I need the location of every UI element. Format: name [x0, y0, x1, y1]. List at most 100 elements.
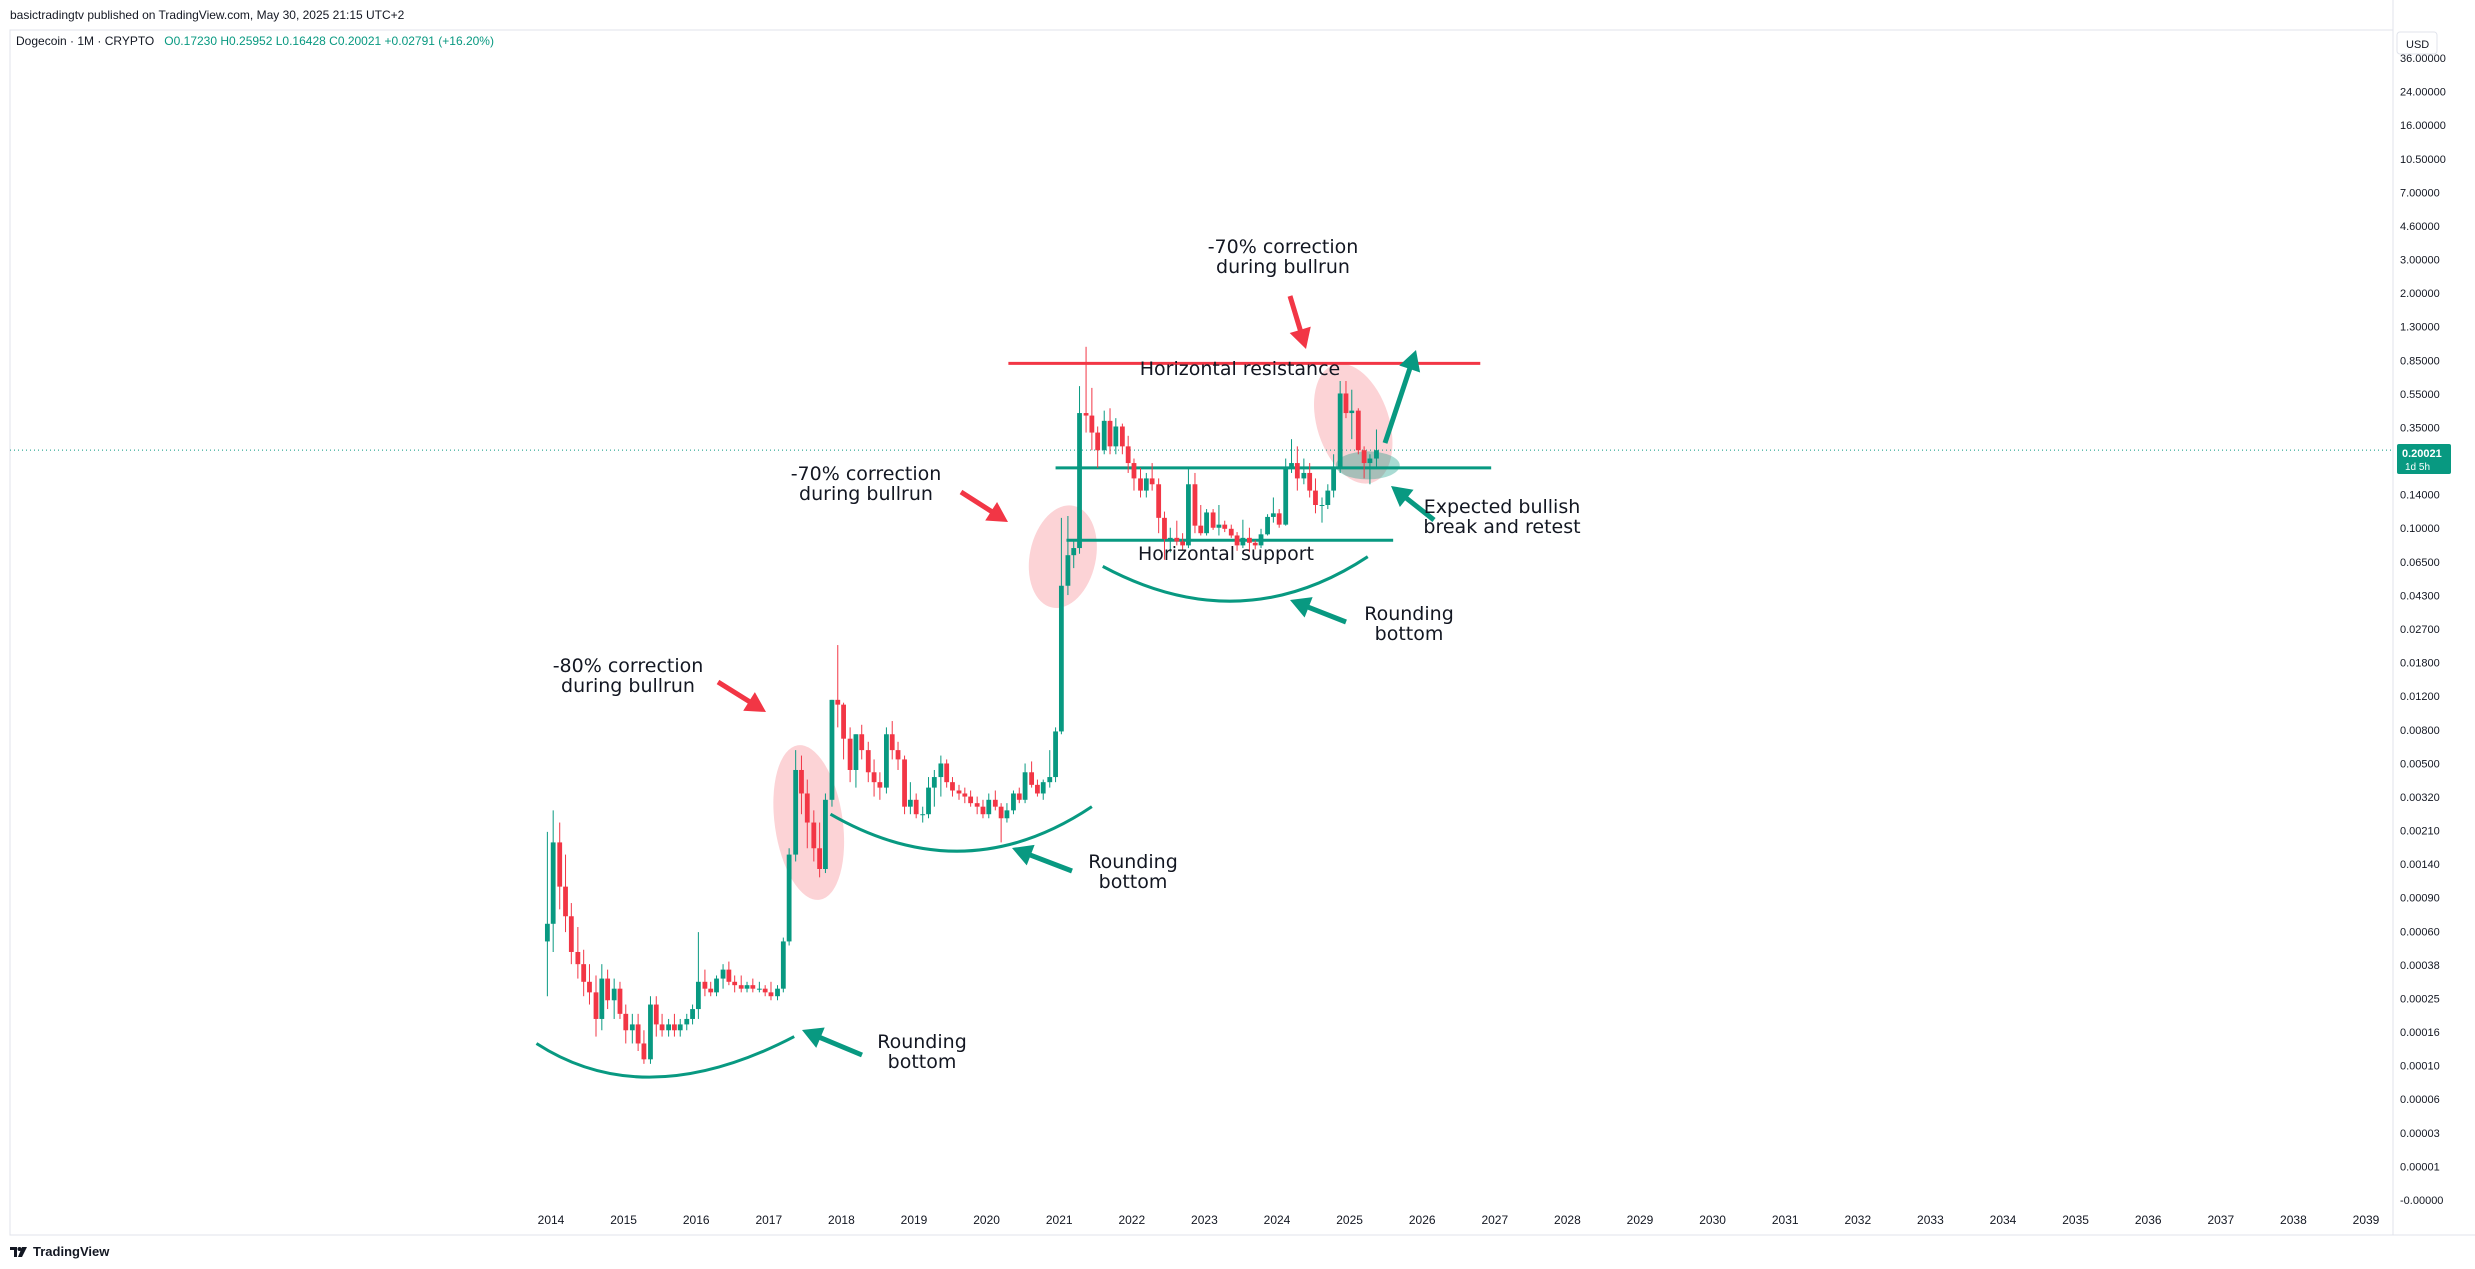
rounding-bottom-curve-2022[interactable]	[1102, 555, 1369, 603]
arrow-red-2017[interactable]	[716, 679, 766, 712]
arrow-red-2021[interactable]	[959, 489, 1008, 522]
candle	[1301, 458, 1307, 485]
time-tick-label: 2038	[2280, 1213, 2307, 1227]
time-tick-label: 2036	[2135, 1213, 2162, 1227]
candle-body	[544, 923, 550, 942]
candle	[884, 727, 889, 794]
candle	[611, 978, 617, 1019]
price-tick-label: 0.00500	[2400, 758, 2440, 770]
candle-body	[1011, 793, 1016, 811]
arrow-bullish-breakout[interactable]	[1382, 350, 1421, 444]
price-tick-label: 0.00140	[2400, 859, 2440, 871]
candle-body	[793, 769, 799, 855]
candle	[726, 961, 732, 986]
candle	[835, 645, 841, 728]
candle	[1247, 527, 1252, 553]
candle	[780, 937, 786, 993]
candle-body	[1307, 472, 1313, 491]
symbol-name[interactable]: Dogecoin · 1M · CRYPTO	[16, 34, 155, 48]
candle-body	[1083, 413, 1089, 416]
candle	[895, 741, 901, 770]
candle-body	[1361, 450, 1367, 464]
tradingview-footer[interactable]: TradingView	[10, 1244, 109, 1259]
correction-highlight-2025	[1313, 363, 1393, 484]
time-tick-label: 2016	[683, 1213, 710, 1227]
candle	[677, 1018, 683, 1037]
candle	[605, 969, 611, 1010]
price-tick-label: 0.00003	[2400, 1128, 2440, 1140]
price-tick-label: 0.00006	[2400, 1094, 2440, 1106]
candle	[1065, 516, 1071, 596]
currency-box[interactable]	[2396, 31, 2438, 55]
high-value: H0.25952	[220, 34, 273, 48]
price-tick-label: 0.55000	[2400, 389, 2440, 401]
candle-body	[799, 769, 804, 794]
rounding-bottom-curve-2018[interactable]	[829, 805, 1093, 853]
candle	[944, 759, 950, 788]
candle-body	[859, 734, 865, 751]
candle	[1186, 467, 1191, 549]
candle	[1167, 527, 1173, 553]
candle-body	[1186, 484, 1191, 546]
candle	[568, 903, 574, 965]
candle-body	[1240, 537, 1246, 546]
candle	[714, 975, 719, 997]
candle	[877, 772, 883, 800]
close-value: C0.20021	[329, 34, 382, 48]
time-axis[interactable]: 2014 2015 2016 2017 2018 2019 2020 2021 2022 2023…	[538, 1213, 2380, 1227]
annotation-rounding-bottom-2014: Rounding bottom	[877, 1031, 967, 1073]
candle-body	[1071, 548, 1077, 556]
candle	[593, 975, 599, 1037]
candle-body	[623, 1013, 629, 1031]
candle-body	[726, 969, 732, 982]
rounding-bottom-curve-2014[interactable]	[535, 1035, 795, 1079]
candle-body	[744, 985, 750, 989]
arrow-rounding-bottom-2022[interactable]	[1290, 597, 1347, 625]
candle	[1294, 446, 1300, 491]
candle-body	[998, 806, 1004, 819]
arrow-retest[interactable]	[1391, 486, 1436, 522]
candle-body	[1325, 490, 1331, 505]
candle	[847, 727, 853, 783]
candle	[1289, 439, 1294, 473]
price-tick-label: 0.10000	[2400, 523, 2440, 535]
candle	[1361, 446, 1367, 479]
levels-group	[10, 361, 2393, 542]
candle	[1101, 410, 1107, 455]
arrow-rounding-bottom-2014[interactable]	[802, 1027, 863, 1058]
candle-body	[1047, 777, 1053, 783]
candle	[775, 985, 780, 1001]
arrow-red-2024[interactable]	[1287, 295, 1311, 349]
candle	[1131, 458, 1137, 491]
candle	[968, 790, 974, 807]
candle-body	[1247, 537, 1252, 543]
candle-body	[811, 822, 817, 849]
time-tick-label: 2027	[1481, 1213, 1508, 1227]
annotation-rounding-bottom-2018: Rounding bottom	[1088, 851, 1178, 893]
candle-body	[1004, 810, 1010, 819]
candle-body	[1337, 393, 1343, 468]
candle	[635, 1013, 641, 1051]
candle	[1040, 779, 1046, 800]
candle-body	[575, 951, 581, 965]
candle	[865, 741, 871, 783]
candle-body	[1252, 542, 1258, 546]
open-value: O0.17230	[164, 34, 218, 48]
candle-body	[847, 738, 853, 770]
candle	[653, 996, 659, 1037]
candle-body	[841, 704, 846, 739]
price-tick-label: 0.00025	[2400, 993, 2440, 1005]
candle-body	[695, 981, 701, 1010]
price-axis[interactable]: 36.00000 24.00000 16.00000 10.50000 7.00000 4…	[2400, 53, 2446, 1207]
candle-body	[817, 848, 823, 869]
candle	[738, 975, 744, 993]
arrow-rounding-bottom-2018[interactable]	[1012, 844, 1073, 874]
candle-body	[550, 842, 556, 924]
candle	[1192, 472, 1198, 534]
candle	[1222, 520, 1228, 533]
time-tick-label: 2029	[1627, 1213, 1654, 1227]
candle-body	[599, 978, 605, 1019]
candle	[1198, 505, 1204, 536]
candle	[702, 969, 708, 997]
